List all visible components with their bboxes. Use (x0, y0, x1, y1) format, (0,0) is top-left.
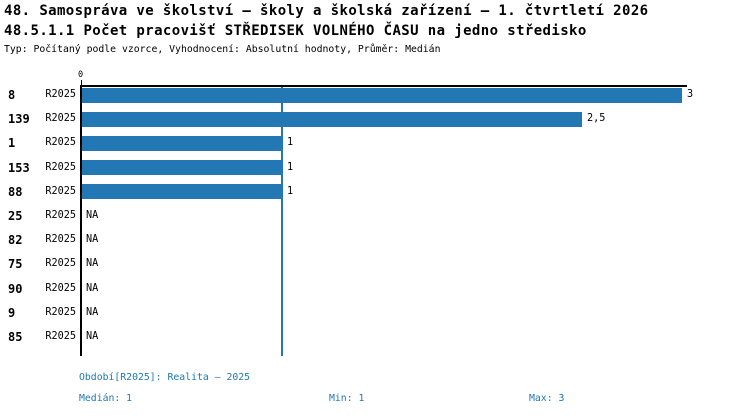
row-category-label: 9 (8, 305, 16, 320)
row-category-label: 90 (8, 281, 23, 296)
bar-na-label: NA (86, 258, 99, 270)
y-axis-left-spine (80, 85, 82, 356)
stat-min-label: Min: 1 (329, 393, 365, 404)
x-axis-zero-tick-label: 0 (78, 70, 84, 80)
bar-value-label: 1 (287, 185, 294, 197)
report-title-line2: 48.5.1.1 Počet pracovišť STŘEDISEK VOLNÉ… (4, 23, 587, 39)
bar-chart-plot-area: 0 8 R2025 3 139 R2025 2,5 1 R2025 1 153 R2025 1 88 R20… (8, 70, 694, 356)
row-series-label: R2025 (45, 258, 76, 270)
row-series-label: R2025 (45, 234, 76, 246)
bar-value-label: 2,5 (587, 113, 606, 125)
report-meta-line: Typ: Počítaný podle vzorce, Vyhodnocení:… (4, 44, 441, 55)
x-axis-zero-tick (80, 80, 82, 85)
x-axis-top-spine (80, 85, 687, 87)
bar-na-label: NA (86, 331, 99, 342)
row-series-label: R2025 (45, 137, 76, 149)
row-series-label: R2025 (45, 161, 76, 173)
row-category-label: 1 (8, 136, 16, 151)
row-series-label: R2025 (45, 306, 76, 318)
bar (82, 184, 282, 200)
row-series-label: R2025 (45, 331, 76, 342)
bar-na-label: NA (86, 210, 99, 221)
row-category-label: 85 (8, 330, 23, 344)
row-category-label: 153 (8, 160, 30, 175)
bar (82, 135, 282, 151)
stat-max-label: Max: 3 (529, 393, 565, 404)
row-category-label: 82 (8, 233, 23, 248)
row-category-label: 88 (8, 184, 23, 199)
bar-na-label: NA (86, 282, 99, 294)
row-category-label: 75 (8, 257, 23, 272)
median-reference-line (280, 86, 283, 356)
row-series-label: R2025 (45, 89, 76, 100)
row-series-label: R2025 (45, 185, 76, 197)
row-series-label: R2025 (45, 113, 76, 125)
stat-median-label: Medián: 1 (79, 393, 133, 404)
bar-value-label: 1 (287, 161, 294, 173)
row-series-label: R2025 (45, 282, 76, 294)
report-title-line1: 48. Samospráva ve školství – školy a ško… (4, 3, 649, 19)
row-category-label: 25 (8, 209, 23, 223)
bar-na-label: NA (86, 234, 99, 246)
bar (82, 111, 582, 127)
bar (82, 87, 682, 103)
legend-period-label: Období[R2025]: Realita – 2025 (79, 372, 251, 383)
row-category-label: 8 (8, 88, 16, 102)
bar (82, 160, 282, 176)
row-series-label: R2025 (45, 210, 76, 221)
row-category-label: 139 (8, 112, 30, 127)
bar-value-label: 3 (687, 89, 694, 100)
bar-na-label: NA (86, 306, 99, 318)
bar-value-label: 1 (287, 137, 294, 149)
